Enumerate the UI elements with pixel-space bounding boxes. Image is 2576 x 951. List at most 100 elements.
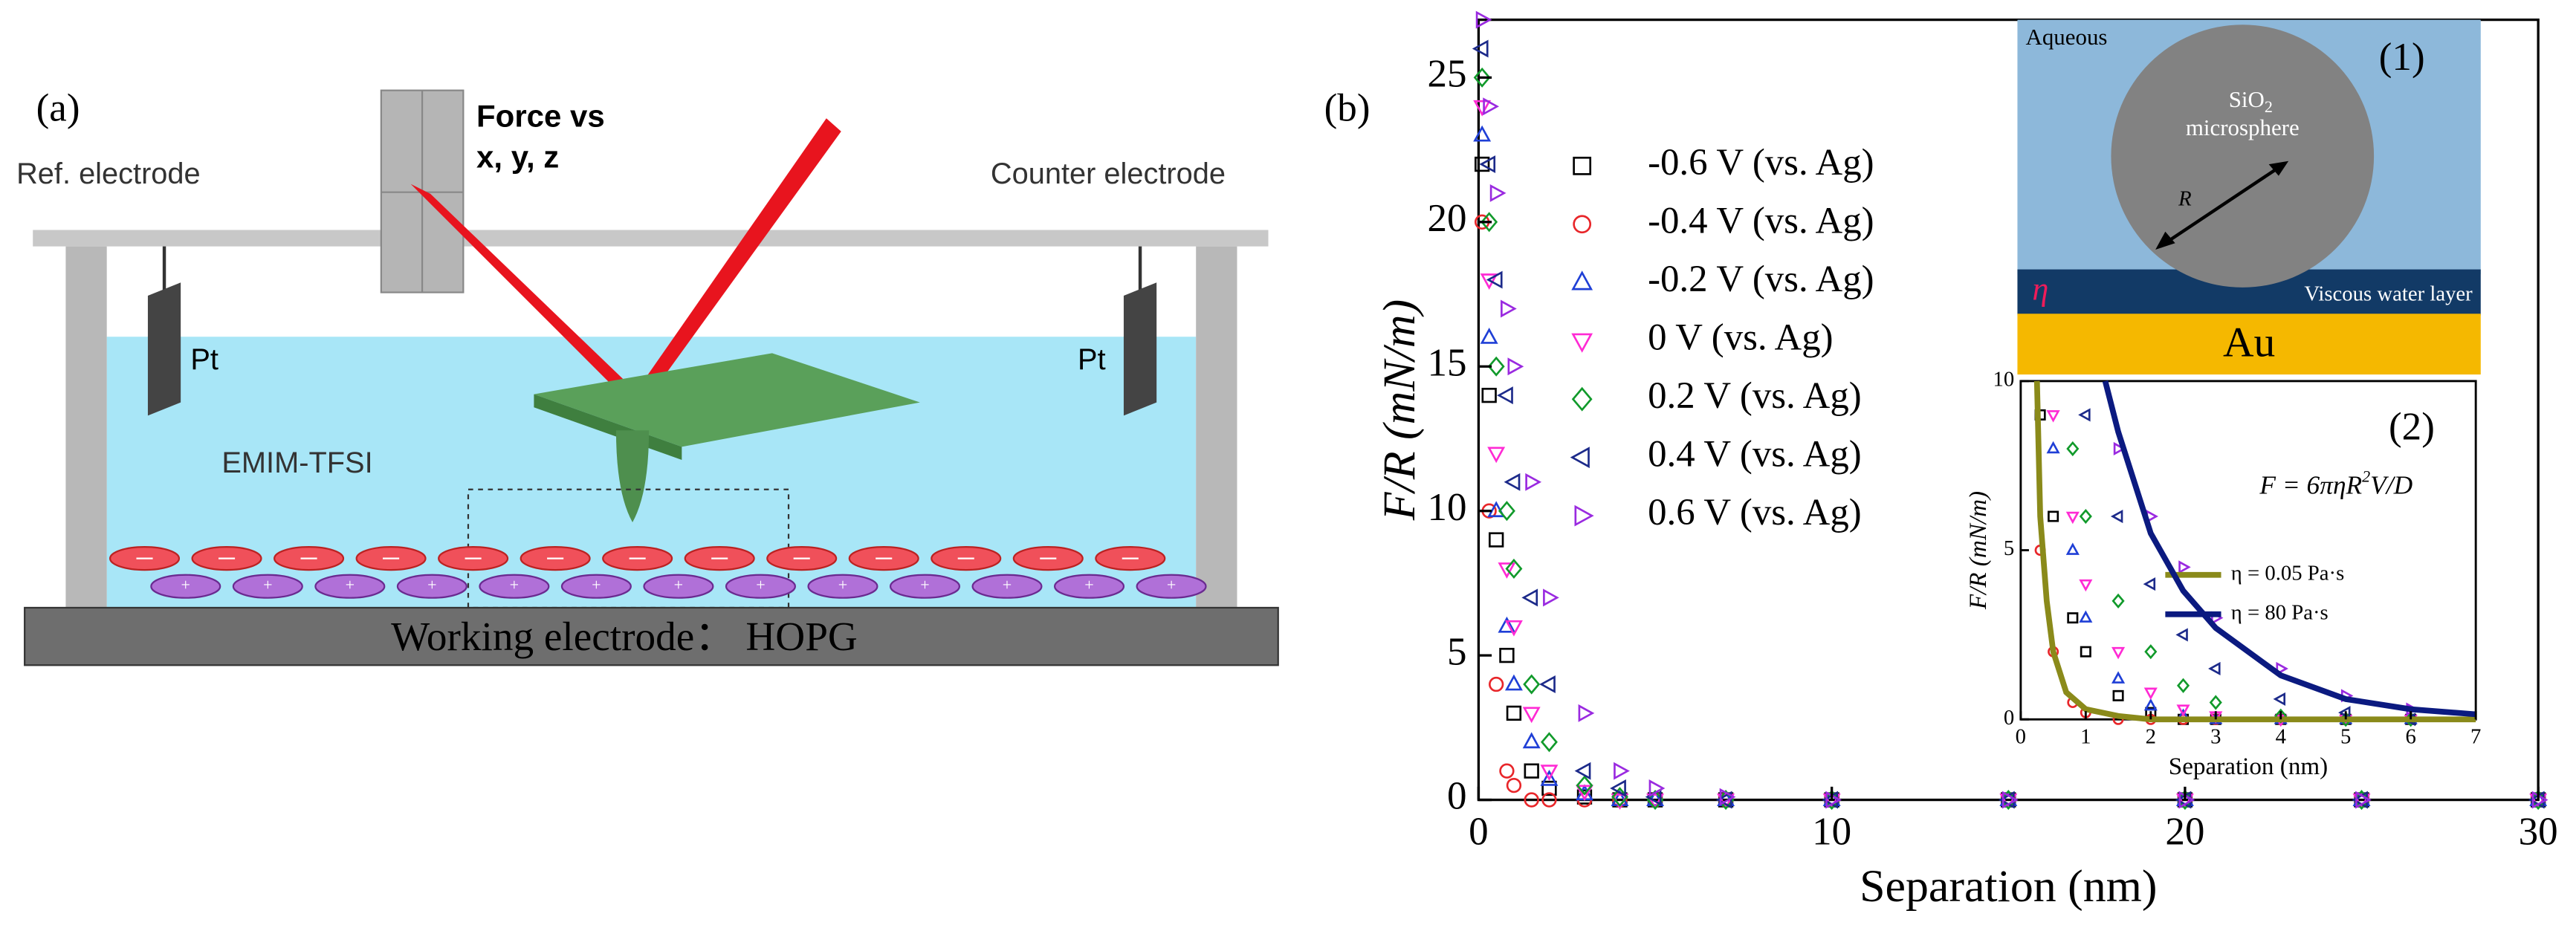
cation-sign: + — [592, 575, 601, 594]
marker — [1646, 793, 1665, 810]
marker — [1648, 779, 1666, 797]
cation — [396, 574, 467, 599]
legend-marker — [1573, 156, 1592, 175]
cation — [314, 574, 386, 599]
label: Counter electrode — [991, 158, 1226, 190]
marker — [2065, 511, 2080, 525]
marker — [1540, 769, 1559, 786]
legend-label: 0 V (vs. Ag) — [1648, 316, 1833, 357]
arrow-head — [2155, 231, 2175, 250]
schematic-label: η — [2032, 271, 2048, 308]
legend-label: η = 0.05 Pa·s — [2231, 561, 2344, 585]
marker — [1489, 532, 1504, 548]
cantilever — [534, 353, 920, 447]
marker — [2067, 612, 2079, 624]
cation-sign: + — [1084, 575, 1093, 594]
marker — [2143, 698, 2158, 711]
marker — [1506, 705, 1522, 721]
label: Pt — [1078, 343, 1106, 376]
x-tick-label: 5 — [2340, 725, 2351, 749]
schematic-label: microsphere — [2186, 114, 2300, 140]
marker — [2144, 644, 2158, 660]
marker — [2079, 610, 2093, 623]
cation — [232, 574, 303, 599]
cation-sign: + — [181, 575, 190, 594]
marker — [1539, 675, 1556, 693]
formula-part: 2 — [2265, 97, 2273, 116]
marker — [1522, 707, 1541, 724]
marker — [1480, 273, 1498, 290]
x-tick-label: 2 — [2146, 725, 2156, 749]
marker — [2178, 560, 2191, 574]
fit-line — [2033, 380, 2476, 723]
marker — [2046, 410, 2060, 423]
cation — [1054, 574, 1125, 599]
frame-leg — [65, 246, 107, 608]
legend-marker — [1571, 333, 1593, 353]
x-tick-label: 30 — [2519, 810, 2558, 853]
panel-label: (a) — [36, 87, 80, 130]
hopg — [24, 606, 1279, 666]
legend-label: -0.2 V (vs. Ag) — [1648, 258, 1874, 299]
schematic-label: Au — [2223, 319, 2275, 366]
legend-marker — [1573, 215, 1592, 234]
marker — [1489, 184, 1507, 202]
legend-label: η = 80 Pa·s — [2231, 600, 2329, 624]
frame-leg — [1196, 246, 1237, 608]
marker — [2111, 646, 2126, 660]
marker — [1998, 791, 2015, 809]
marker — [1576, 785, 1593, 802]
marker — [1715, 791, 1732, 809]
marker — [2528, 791, 2545, 809]
cation — [150, 574, 221, 599]
marker — [2175, 791, 2192, 809]
marker — [2046, 441, 2060, 454]
marker — [1475, 10, 1492, 29]
legend-marker — [1571, 270, 1593, 291]
x-tick-label: 1 — [2080, 725, 2091, 749]
legend-label: 0.2 V (vs. Ag) — [1648, 374, 1862, 416]
cation-sign: + — [920, 575, 929, 594]
plot-area — [2019, 380, 2477, 721]
label: Ref. electrode — [16, 158, 201, 190]
marker — [1497, 386, 1513, 405]
marker — [1483, 97, 1500, 116]
formula-part: V/D — [2370, 470, 2412, 500]
marker — [1472, 39, 1489, 58]
marker — [1540, 765, 1559, 782]
marker — [1498, 562, 1516, 579]
marker — [1498, 501, 1515, 522]
marker — [1541, 780, 1557, 796]
marker — [2080, 646, 2091, 658]
marker — [1481, 387, 1497, 403]
marker — [1504, 674, 1523, 691]
marker — [2143, 577, 2156, 591]
marker — [1504, 473, 1521, 491]
y-axis-label: F/R (mN/m) — [1964, 491, 1992, 610]
gold — [2017, 314, 2481, 375]
y-tick-label: 25 — [1427, 53, 1466, 96]
frame-top — [33, 230, 1269, 247]
marker — [2273, 692, 2286, 706]
marker — [2001, 791, 2019, 809]
marker — [2111, 593, 2125, 608]
x-tick-label: 3 — [2210, 725, 2221, 749]
marker — [1474, 156, 1490, 172]
marker — [2208, 661, 2221, 676]
cation — [971, 574, 1043, 599]
marker — [2178, 791, 2195, 809]
marker — [2143, 687, 2158, 701]
label: x, y, z — [476, 140, 559, 175]
ions: + + + + + + + + + + + + + — [109, 546, 1207, 599]
marker — [1522, 732, 1541, 749]
y-tick-label: 5 — [1447, 630, 1467, 673]
cation-sign: + — [510, 575, 519, 594]
panel-label: (2) — [2389, 405, 2435, 448]
cation-sign: + — [756, 575, 765, 594]
marker — [2355, 791, 2372, 809]
fit-line — [2102, 380, 2476, 718]
label: Pt — [190, 343, 219, 376]
y-tick-label: 10 — [1993, 367, 2015, 391]
formula-part: 2 — [2362, 467, 2370, 485]
marker — [1578, 704, 1595, 722]
